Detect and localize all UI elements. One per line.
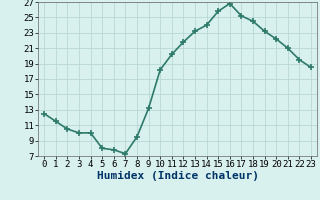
X-axis label: Humidex (Indice chaleur): Humidex (Indice chaleur) xyxy=(97,171,259,181)
